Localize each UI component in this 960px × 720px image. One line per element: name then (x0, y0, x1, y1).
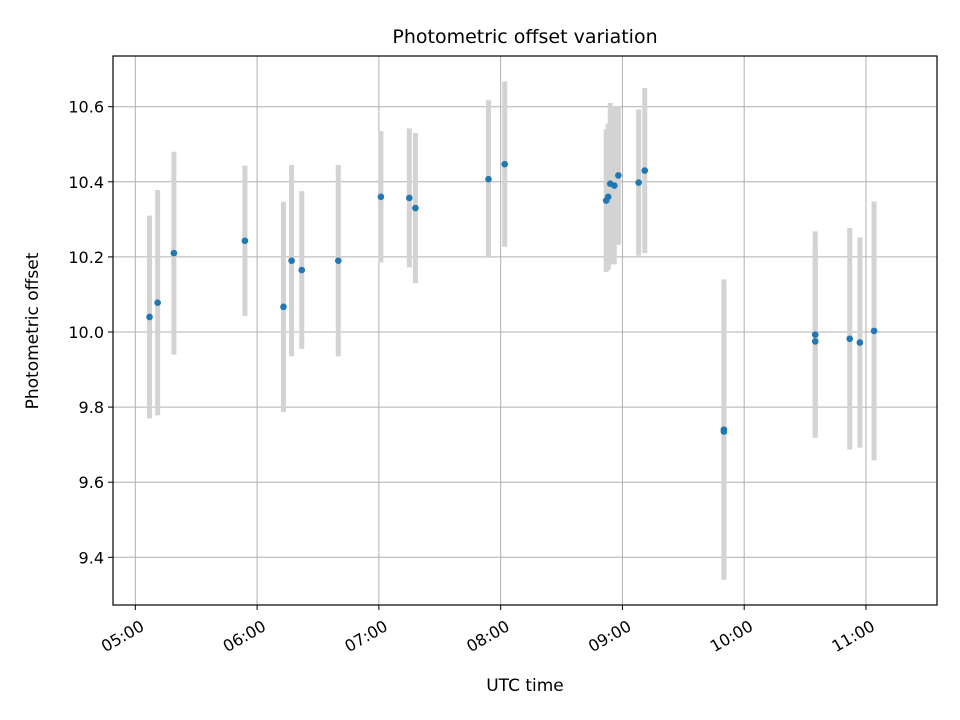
y-tick-label: 10.4 (68, 173, 104, 192)
data-point-3 (241, 237, 249, 245)
data-point-18 (635, 179, 642, 186)
x-axis-label: UTC time (486, 676, 564, 696)
data-point-14 (604, 193, 612, 201)
data-point-26 (870, 327, 878, 335)
data-point-22 (811, 338, 819, 345)
data-point-8 (377, 193, 385, 201)
y-tick-label: 9.6 (79, 473, 104, 492)
data-point-0 (146, 313, 153, 321)
data-point-17 (615, 172, 622, 179)
data-point-21 (720, 428, 728, 435)
data-point-24 (846, 335, 854, 343)
data-point-19 (641, 167, 649, 174)
y-tick-label: 10.0 (68, 323, 104, 342)
data-point-1 (154, 299, 161, 307)
data-point-5 (288, 257, 295, 264)
data-point-2 (170, 249, 178, 257)
data-point-23 (811, 331, 819, 338)
data-point-4 (280, 303, 287, 311)
y-tick-label: 9.8 (79, 398, 104, 417)
data-point-7 (334, 257, 342, 264)
y-tick-label: 9.4 (79, 548, 104, 567)
data-point-6 (298, 266, 306, 274)
data-point-11 (485, 175, 492, 183)
data-point-9 (406, 194, 413, 202)
y-tick-label: 10.2 (68, 248, 104, 267)
chart-title: Photometric offset variation (392, 26, 657, 48)
y-tick-label: 10.6 (68, 98, 104, 117)
plot-frame (112, 55, 938, 606)
data-point-12 (501, 160, 509, 168)
data-point-10 (412, 204, 419, 212)
data-point-16 (611, 182, 618, 189)
data-point-25 (856, 339, 864, 346)
y-axis-ticks: 9.4 9.6 9.8 10.0 10.2 10.4 10.6 (68, 98, 113, 567)
y-axis-label: Photometric offset (23, 252, 43, 409)
data-points (146, 160, 878, 435)
